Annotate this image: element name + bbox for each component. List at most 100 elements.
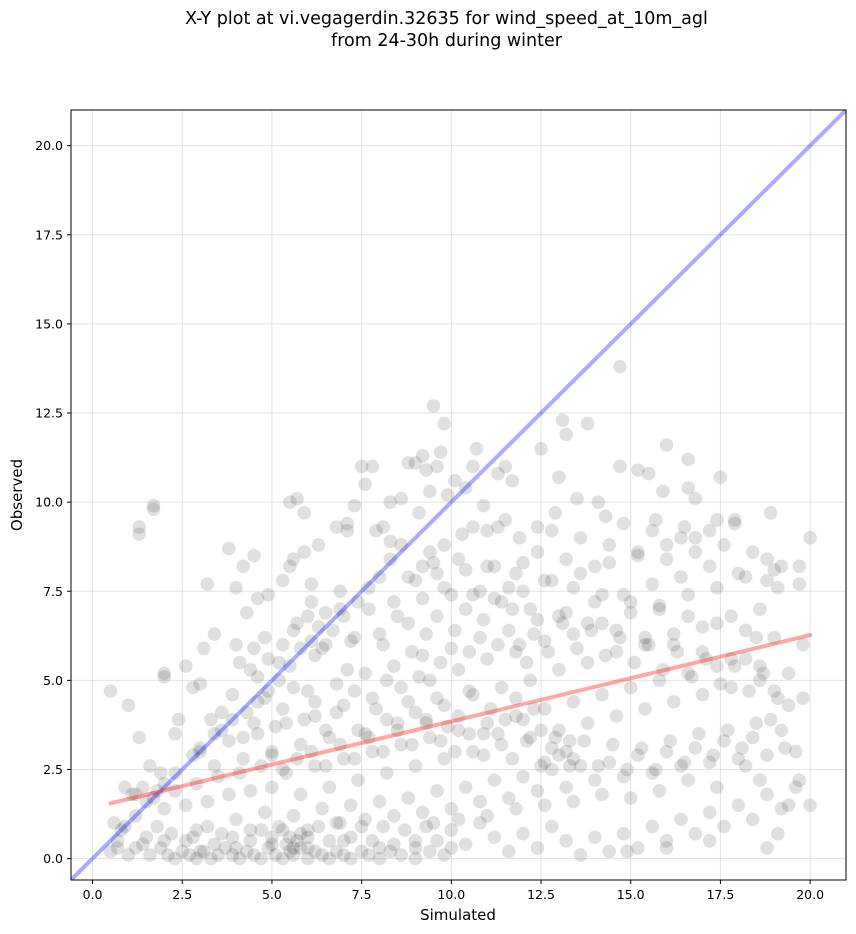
data-points <box>103 359 817 866</box>
data-point <box>257 630 272 645</box>
data-point <box>103 684 118 698</box>
data-point <box>408 841 423 855</box>
x-tick-label: 17.5 <box>706 887 734 902</box>
data-point <box>688 491 703 506</box>
data-point <box>652 673 667 688</box>
data-point <box>168 727 182 741</box>
data-point <box>394 491 408 506</box>
data-point <box>437 751 451 766</box>
data-point <box>684 670 699 684</box>
data-point <box>659 833 674 848</box>
data-point <box>247 848 261 862</box>
data-point <box>315 801 329 816</box>
data-point <box>634 741 649 755</box>
data-point <box>272 673 286 688</box>
data-point <box>157 666 172 681</box>
data-point <box>290 616 304 631</box>
data-point <box>286 552 301 566</box>
data-point <box>344 798 358 812</box>
data-point <box>455 527 469 542</box>
data-point <box>365 744 380 759</box>
data-point <box>623 791 638 805</box>
data-point <box>437 538 451 552</box>
data-point <box>509 801 523 816</box>
data-point <box>419 716 434 730</box>
data-point <box>139 830 154 845</box>
data-point <box>544 523 559 538</box>
data-point <box>588 773 602 787</box>
data-point <box>261 684 276 698</box>
data-point <box>588 595 602 609</box>
x-tick-label: 0.0 <box>83 887 103 902</box>
data-point <box>225 687 240 702</box>
data-point <box>333 602 347 616</box>
data-point <box>638 637 652 652</box>
data-point <box>595 787 609 802</box>
data-point <box>401 456 416 470</box>
data-point <box>473 794 487 809</box>
data-point <box>519 734 534 748</box>
data-point <box>494 680 509 695</box>
data-point <box>602 538 616 552</box>
data-point <box>329 816 344 830</box>
data-point <box>501 580 516 595</box>
data-point <box>491 637 505 652</box>
data-point <box>146 498 161 513</box>
data-point <box>519 655 534 670</box>
data-point <box>516 712 530 727</box>
data-point <box>164 826 179 841</box>
data-point <box>354 844 369 859</box>
y-tick-label: 17.5 <box>35 227 63 242</box>
data-point <box>347 751 362 766</box>
data-point <box>645 819 660 834</box>
data-point <box>649 762 663 777</box>
data-point <box>598 509 613 524</box>
data-point <box>476 498 491 513</box>
data-point <box>487 559 502 574</box>
data-point <box>580 655 595 670</box>
data-point <box>448 623 462 638</box>
data-point <box>516 584 530 599</box>
data-point <box>229 637 243 652</box>
data-point <box>394 848 408 862</box>
data-point <box>788 780 803 795</box>
data-point <box>710 580 724 595</box>
data-point <box>544 762 559 777</box>
data-point <box>498 513 512 527</box>
data-point <box>559 427 573 442</box>
data-point <box>336 833 351 848</box>
data-point <box>376 744 390 759</box>
data-point <box>265 780 279 795</box>
x-tick-label: 5.0 <box>262 887 282 902</box>
data-point <box>530 545 545 559</box>
data-point <box>318 759 333 773</box>
data-point <box>720 723 735 738</box>
x-tick-label: 7.5 <box>352 887 372 902</box>
data-point <box>480 809 495 823</box>
data-point <box>301 851 315 866</box>
data-point <box>437 698 451 713</box>
data-point <box>250 694 265 709</box>
data-point <box>272 655 286 670</box>
data-point <box>616 588 631 602</box>
data-point <box>304 634 319 648</box>
plot-background <box>71 110 846 880</box>
data-point <box>577 734 591 748</box>
data-point <box>645 523 660 538</box>
data-point <box>702 833 717 848</box>
data-point <box>207 627 222 641</box>
data-point <box>394 680 408 695</box>
data-point <box>458 481 473 495</box>
data-point <box>236 730 251 745</box>
data-point <box>505 473 520 488</box>
data-point <box>286 680 301 695</box>
data-point <box>275 762 290 777</box>
data-point <box>308 759 322 773</box>
data-point <box>613 630 627 645</box>
data-point <box>444 641 459 656</box>
data-point <box>157 776 172 791</box>
data-point <box>379 673 394 688</box>
data-point <box>559 780 573 795</box>
data-point <box>358 727 373 741</box>
data-point <box>419 463 434 477</box>
